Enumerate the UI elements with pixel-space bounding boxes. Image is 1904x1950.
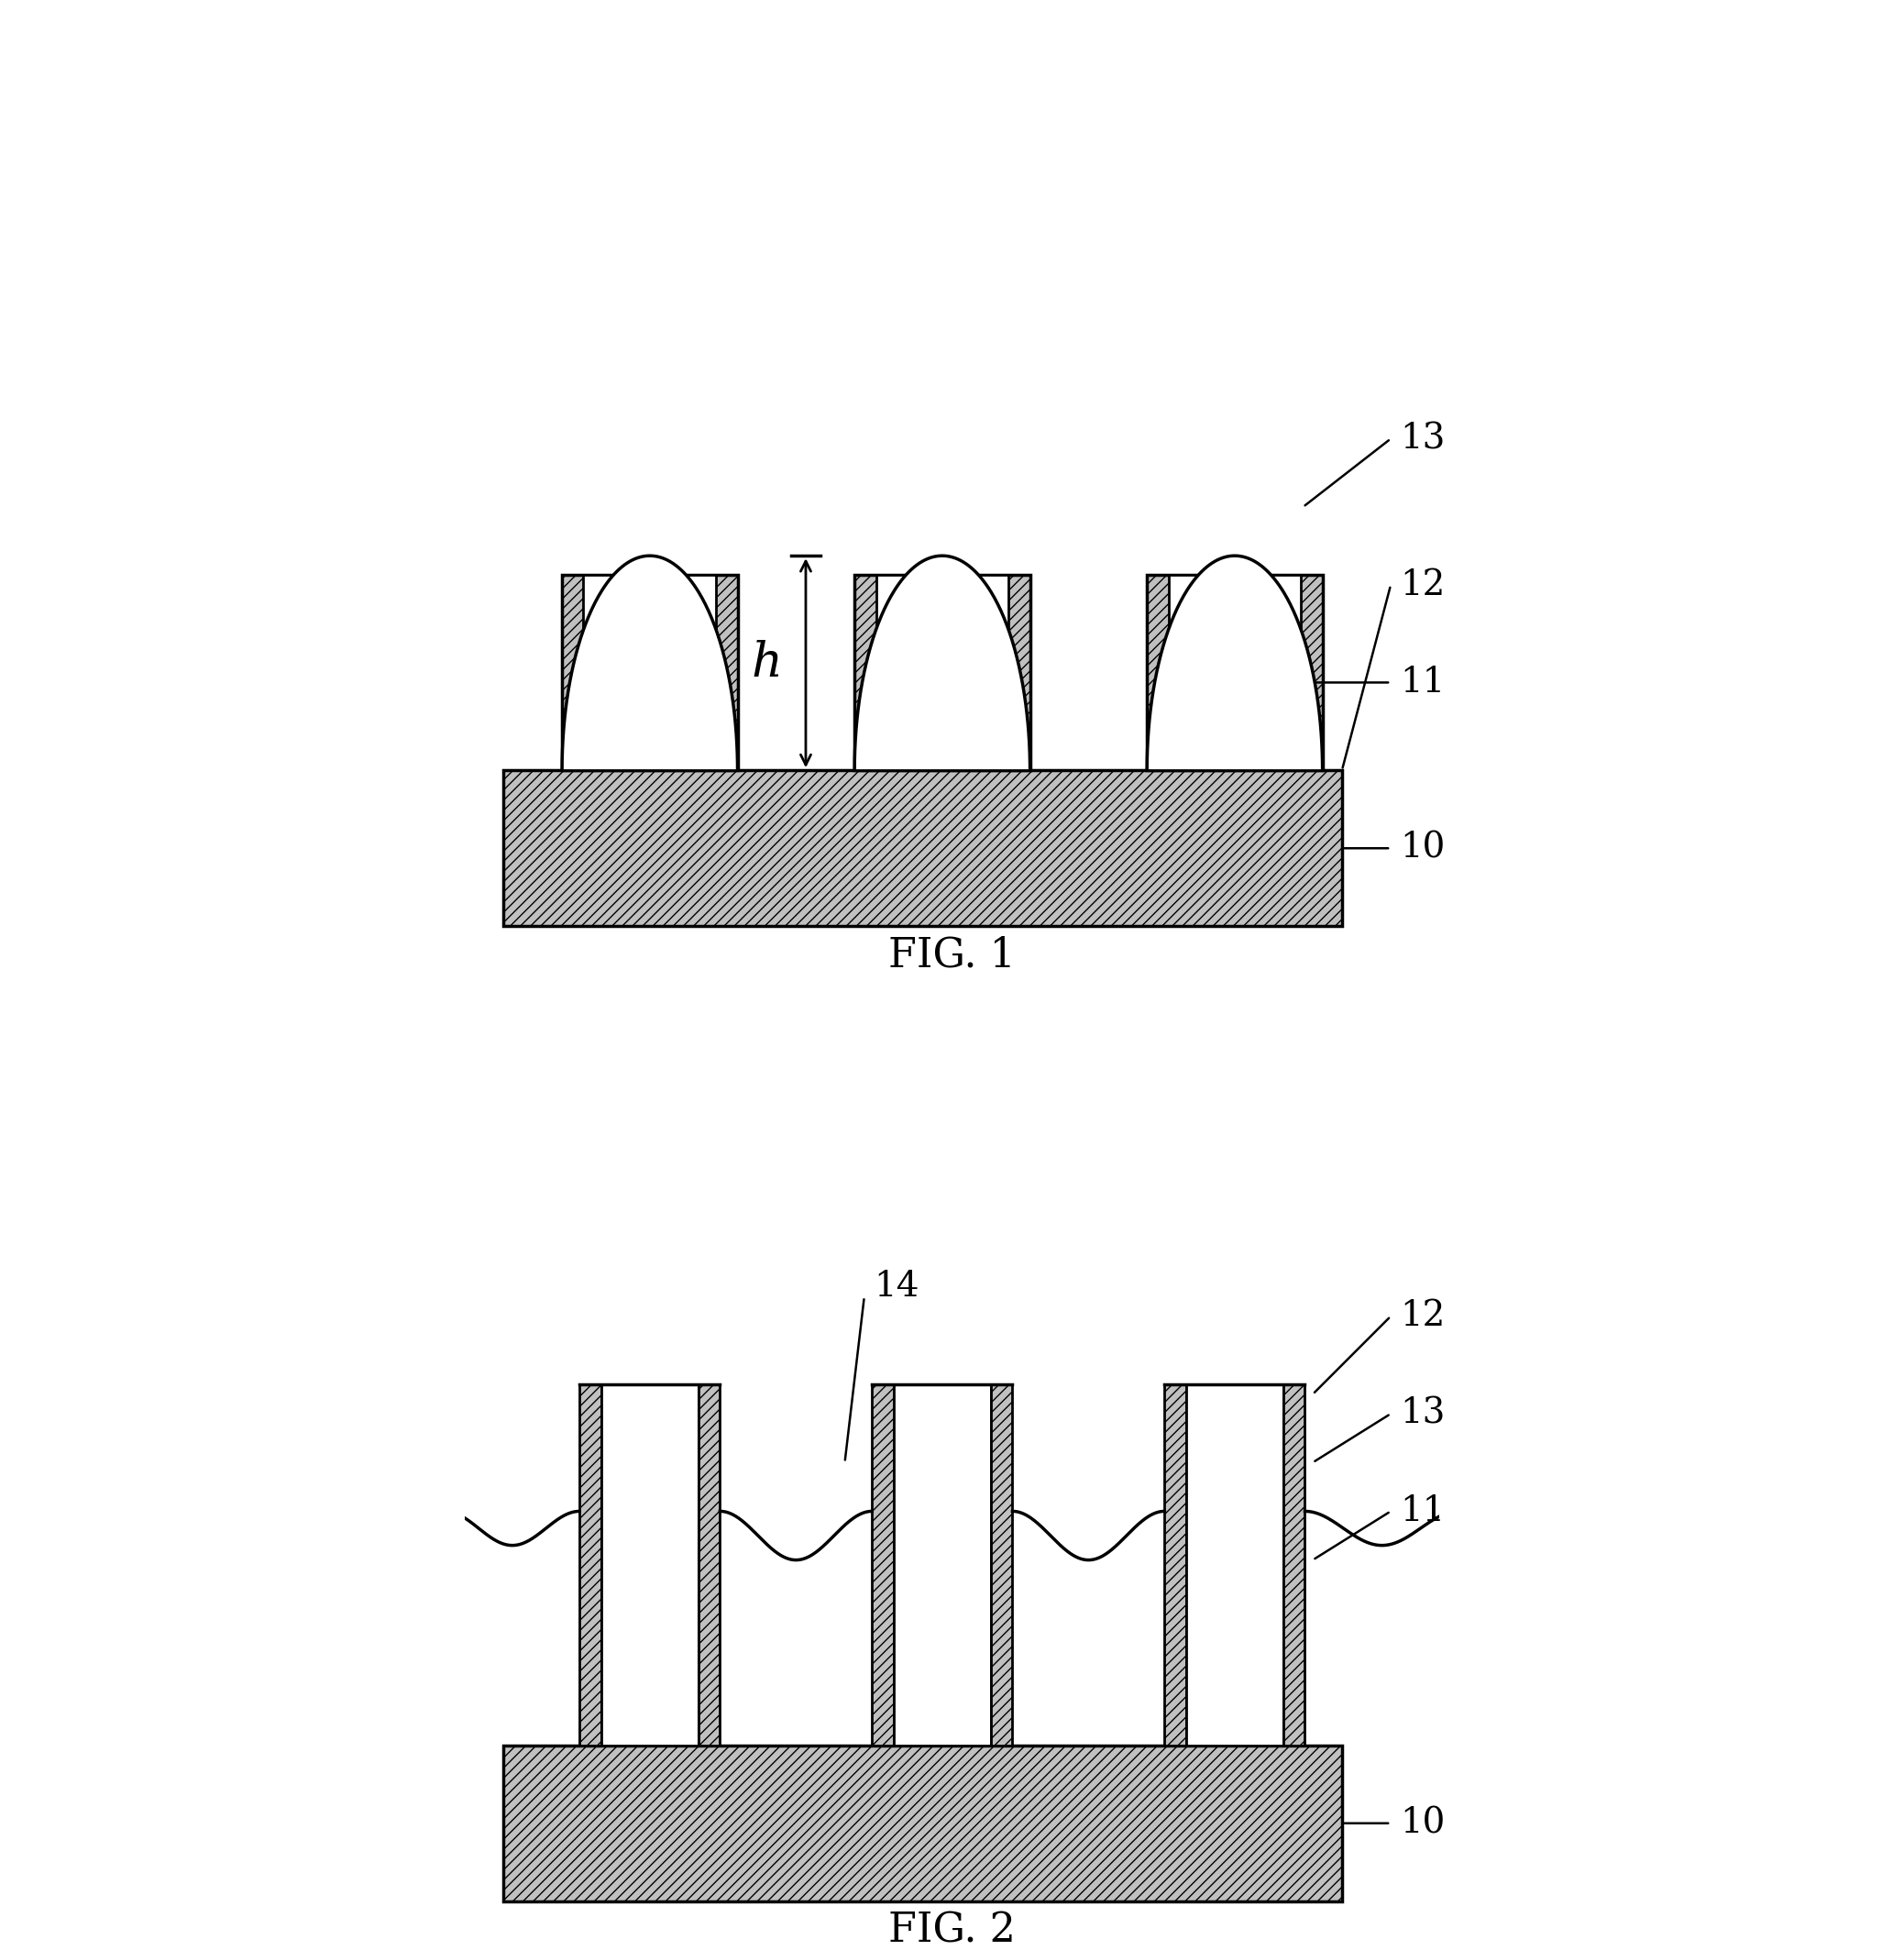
Bar	[893, 1384, 990, 1745]
Bar	[876, 575, 1009, 749]
Bar	[583, 575, 716, 749]
Text: 11: 11	[1401, 665, 1445, 700]
Text: 13: 13	[1401, 1396, 1445, 1431]
Text: FIG. 1: FIG. 1	[889, 936, 1015, 975]
Bar	[1146, 575, 1323, 770]
Text: 10: 10	[1401, 831, 1445, 866]
Text: 14: 14	[874, 1269, 920, 1305]
Text: 11: 11	[1401, 1494, 1445, 1529]
Bar	[855, 575, 1030, 770]
Bar	[602, 1384, 699, 1745]
Bar	[1165, 1384, 1186, 1745]
Text: 13: 13	[1401, 421, 1445, 456]
Bar	[579, 1384, 602, 1745]
Bar	[1283, 1384, 1304, 1745]
Bar	[562, 575, 737, 770]
Text: 12: 12	[1401, 567, 1445, 603]
Bar	[990, 1384, 1013, 1745]
Bar	[503, 1745, 1342, 1901]
Polygon shape	[562, 556, 737, 770]
Text: 12: 12	[1401, 1299, 1445, 1334]
Text: h: h	[752, 640, 783, 686]
Polygon shape	[1146, 556, 1323, 770]
Text: 10: 10	[1401, 1806, 1445, 1841]
Bar	[699, 1384, 720, 1745]
Polygon shape	[855, 556, 1030, 770]
Bar	[1169, 575, 1300, 749]
Text: FIG. 2: FIG. 2	[889, 1911, 1015, 1950]
Bar	[503, 770, 1342, 926]
Bar	[1186, 1384, 1283, 1745]
Bar	[872, 1384, 893, 1745]
